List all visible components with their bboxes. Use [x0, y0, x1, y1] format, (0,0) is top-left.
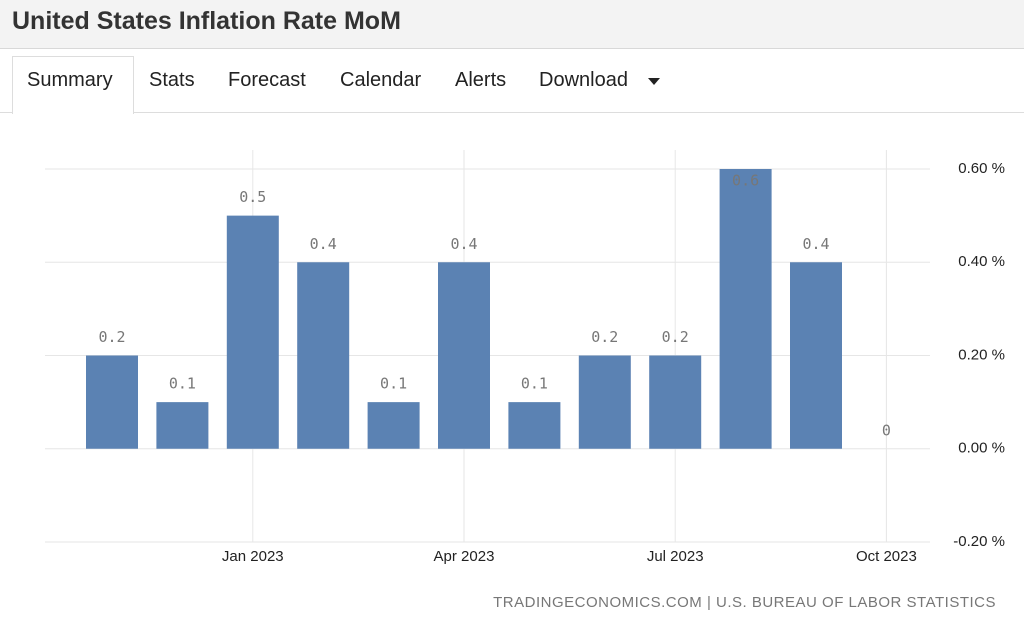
- x-tick-label: Apr 2023: [434, 548, 495, 565]
- x-tick-label: Jul 2023: [647, 548, 704, 565]
- value-label: 0.4: [802, 235, 829, 253]
- tab-bar: Summary Stats Forecast Calendar Alerts D…: [0, 49, 1024, 114]
- bar: [508, 402, 561, 449]
- y-tick-label: 0.00 %: [958, 440, 1005, 457]
- source: TRADINGECONOMICS.COM | U.S. BUREAU OF LA…: [493, 594, 996, 611]
- tab[interactable]: Stats: [149, 69, 195, 91]
- bar: [86, 355, 138, 449]
- value-label: 0.5: [239, 188, 266, 206]
- value-label: 0.6: [732, 172, 759, 190]
- bar: [297, 262, 350, 449]
- y-tick-label: 0.40 %: [958, 253, 1005, 270]
- y-tick-label: 0.20 %: [958, 346, 1005, 363]
- value-label: 0.2: [591, 328, 618, 346]
- value-label: 0.4: [450, 235, 477, 253]
- active-tab[interactable]: [12, 56, 134, 114]
- title-bar: United States Inflation Rate MoM: [0, 0, 1024, 49]
- page-title: United States Inflation Rate MoM: [12, 7, 401, 35]
- tab[interactable]: Alerts: [455, 69, 507, 91]
- bar: [367, 402, 420, 449]
- tab[interactable]: Download: [539, 69, 628, 91]
- bar: [790, 262, 842, 449]
- dropdown-arrow[interactable]: [647, 77, 661, 87]
- tab[interactable]: Forecast: [228, 69, 306, 91]
- bar: [226, 215, 279, 449]
- bar: [438, 262, 490, 449]
- value-label: 0.2: [662, 328, 689, 346]
- value-label: 0.1: [380, 375, 407, 393]
- y-tick-label: -0.20 %: [953, 533, 1005, 550]
- value-label: 0.1: [169, 375, 196, 393]
- bar: [156, 402, 209, 449]
- value-label: 0.2: [98, 328, 125, 346]
- bar: [649, 355, 702, 449]
- value-label: 0.4: [310, 235, 337, 253]
- y-tick-label: 0.60 %: [958, 160, 1005, 177]
- value-label: 0: [882, 421, 891, 439]
- bar: [719, 169, 772, 449]
- value-label: 0.1: [521, 375, 548, 393]
- bar: [578, 355, 631, 449]
- tab[interactable]: Summary: [27, 69, 113, 91]
- x-tick-label: Oct 2023: [856, 548, 917, 565]
- tab[interactable]: Calendar: [340, 69, 422, 91]
- x-tick-label: Jan 2023: [222, 548, 284, 565]
